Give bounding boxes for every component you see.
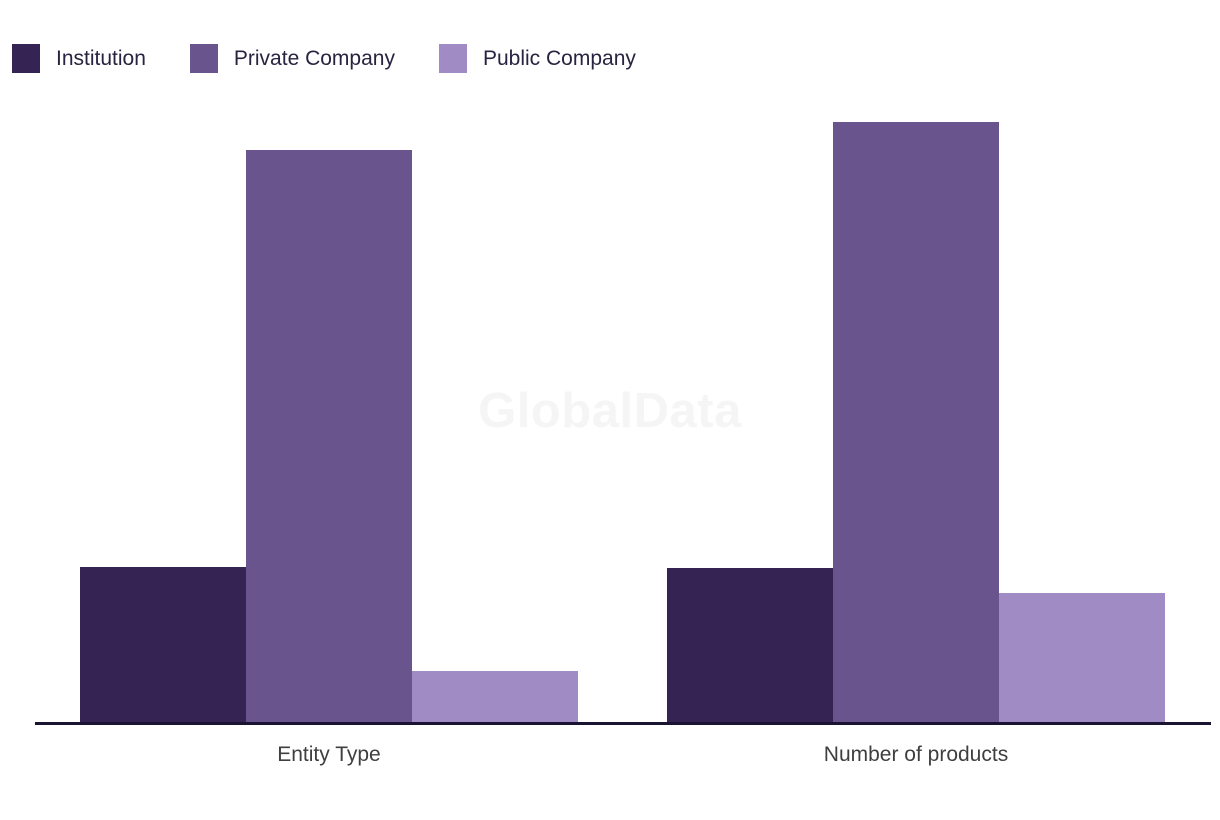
legend-item-private-company[interactable]: Private Company [189,44,395,73]
bar-number-of-products-institution[interactable] [667,568,833,722]
legend-label: Private Company [233,47,395,70]
legend-item-institution[interactable]: Institution [12,44,146,73]
bar-entity-type-public-company[interactable] [412,671,578,722]
x-axis-line [35,722,1211,725]
x-axis-label-entity-type: Entity Type [277,743,381,766]
bar-number-of-products-public-company[interactable] [999,593,1165,722]
public-company-swatch-icon [438,44,467,73]
legend-label: Public Company [482,47,636,70]
x-axis-label-number-of-products: Number of products [823,743,1009,766]
bar-entity-type-institution[interactable] [80,567,246,722]
bar-number-of-products-private-company[interactable] [833,122,999,722]
legend-label: Institution [56,47,146,70]
bar-entity-type-private-company[interactable] [246,150,412,722]
chart-legend: Institution Private Company Public Company [12,44,636,73]
legend-item-public-company[interactable]: Public Company [438,44,636,73]
private-company-swatch-icon [189,44,218,73]
institution-swatch-icon [12,44,40,73]
